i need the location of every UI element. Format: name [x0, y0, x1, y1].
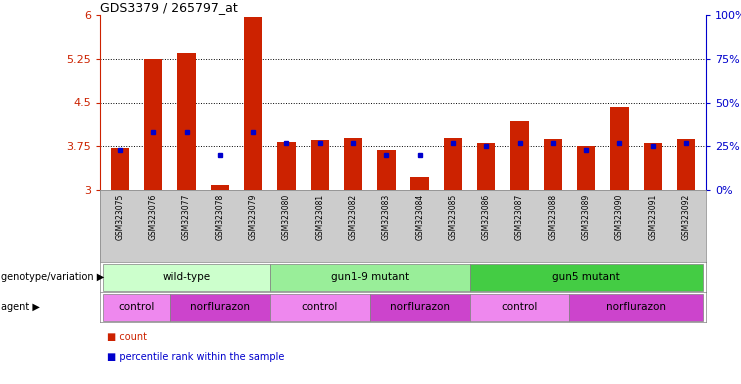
- Bar: [170, 293, 270, 321]
- Bar: [310, 141, 329, 190]
- Text: control: control: [302, 302, 338, 312]
- Text: GSM323079: GSM323079: [249, 194, 258, 240]
- Text: GSM323087: GSM323087: [515, 194, 524, 240]
- Text: wild-type: wild-type: [162, 272, 210, 282]
- Text: GSM323084: GSM323084: [415, 194, 424, 240]
- Bar: [577, 146, 595, 190]
- Text: GSM323085: GSM323085: [448, 194, 457, 240]
- Text: GSM323081: GSM323081: [315, 194, 325, 240]
- Bar: [344, 137, 362, 190]
- Text: GSM323078: GSM323078: [216, 194, 225, 240]
- Text: ■ percentile rank within the sample: ■ percentile rank within the sample: [107, 352, 285, 362]
- Text: norflurazon: norflurazon: [606, 302, 666, 312]
- Text: GSM323077: GSM323077: [182, 194, 191, 240]
- Text: GSM323086: GSM323086: [482, 194, 491, 240]
- Text: control: control: [119, 302, 155, 312]
- Bar: [411, 177, 429, 190]
- Text: control: control: [502, 302, 538, 312]
- Text: GSM323092: GSM323092: [682, 194, 691, 240]
- Bar: [470, 263, 702, 291]
- Bar: [270, 293, 370, 321]
- Text: GDS3379 / 265797_at: GDS3379 / 265797_at: [100, 1, 238, 14]
- Text: gun5 mutant: gun5 mutant: [552, 272, 620, 282]
- Bar: [144, 59, 162, 190]
- Bar: [370, 293, 470, 321]
- Bar: [470, 293, 570, 321]
- Text: GSM323080: GSM323080: [282, 194, 291, 240]
- Bar: [210, 185, 229, 190]
- Text: gun1-9 mutant: gun1-9 mutant: [330, 272, 409, 282]
- Text: norflurazon: norflurazon: [390, 302, 450, 312]
- Bar: [103, 293, 170, 321]
- Text: GSM323091: GSM323091: [648, 194, 657, 240]
- Text: GSM323083: GSM323083: [382, 194, 391, 240]
- Text: agent ▶: agent ▶: [1, 302, 39, 312]
- Bar: [103, 263, 270, 291]
- Text: norflurazon: norflurazon: [190, 302, 250, 312]
- Bar: [177, 53, 196, 190]
- Bar: [270, 263, 470, 291]
- Bar: [444, 137, 462, 190]
- Bar: [611, 107, 628, 190]
- Bar: [111, 148, 129, 190]
- Text: GSM323088: GSM323088: [548, 194, 557, 240]
- Text: GSM323090: GSM323090: [615, 194, 624, 240]
- Bar: [644, 143, 662, 190]
- Bar: [544, 139, 562, 190]
- Bar: [477, 143, 496, 190]
- Text: GSM323076: GSM323076: [149, 194, 158, 240]
- Bar: [244, 17, 262, 190]
- Bar: [570, 293, 702, 321]
- Bar: [377, 150, 396, 190]
- Text: GSM323089: GSM323089: [582, 194, 591, 240]
- Text: genotype/variation ▶: genotype/variation ▶: [1, 272, 104, 282]
- Text: ■ count: ■ count: [107, 333, 147, 343]
- Bar: [511, 121, 528, 190]
- Text: GSM323075: GSM323075: [116, 194, 124, 240]
- Bar: [277, 142, 296, 190]
- Text: GSM323082: GSM323082: [348, 194, 358, 240]
- Bar: [677, 139, 695, 190]
